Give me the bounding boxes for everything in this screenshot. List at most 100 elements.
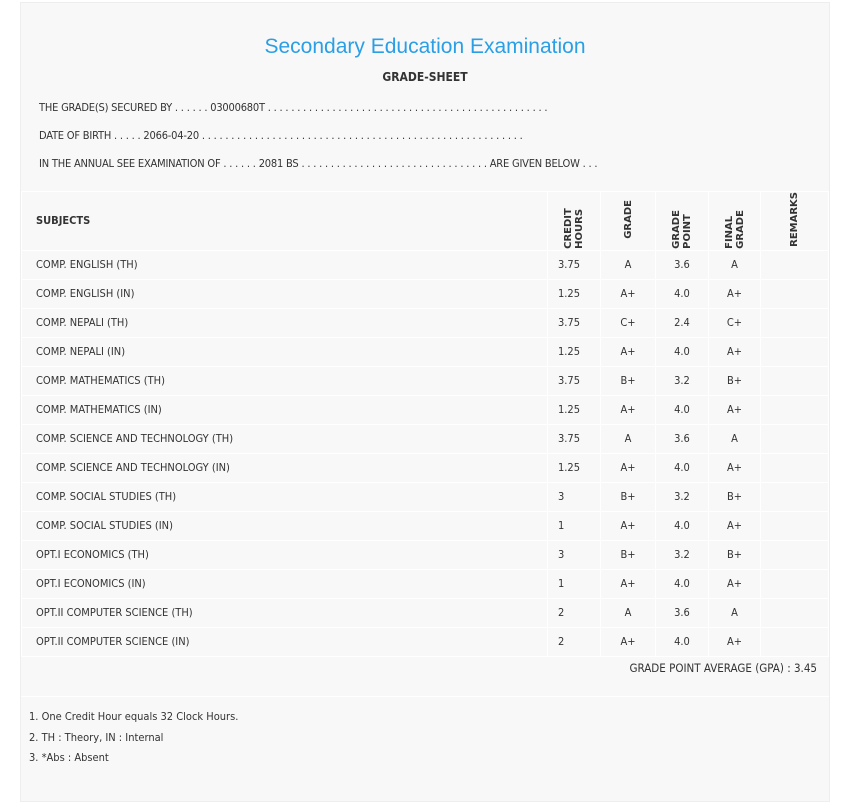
note: 3. *Abs : Absent: [29, 751, 109, 764]
col-subjects: SUBJECTS: [21, 191, 548, 251]
subject-cell: COMP. MATHEMATICS (IN): [21, 394, 548, 425]
remarks-cell: [760, 307, 829, 338]
remarks-cell: [760, 278, 829, 309]
final-grade-cell: A+: [708, 336, 761, 367]
credit-hours-cell: 3: [547, 539, 601, 570]
remarks-cell: [760, 394, 829, 425]
col-remarks: REMARKS: [760, 191, 829, 251]
subject-cell: COMP. MATHEMATICS (TH): [21, 365, 548, 396]
grade-point-cell: 4.0: [655, 278, 709, 309]
subject-cell: COMP. NEPALI (TH): [21, 307, 548, 338]
remarks-cell: [760, 597, 829, 628]
page-title: Secondary Education Examination: [264, 35, 586, 58]
grade-cell: B+: [600, 481, 656, 512]
grade-cell: A: [600, 249, 656, 280]
final-grade-cell: B+: [708, 365, 761, 396]
credit-hours-cell: 3.75: [547, 307, 601, 338]
remarks-cell: [760, 423, 829, 454]
grade-point-cell: 3.2: [655, 481, 709, 512]
grade-cell: A+: [600, 568, 656, 599]
credit-hours-cell: 3.75: [547, 423, 601, 454]
grade-point-cell: 3.6: [655, 249, 709, 280]
date-of-birth-line: DATE OF BIRTH . . . . . 2066-04-20 . . .…: [39, 129, 523, 142]
final-grade-cell: A+: [708, 568, 761, 599]
subject-cell: OPT.II COMPUTER SCIENCE (TH): [21, 597, 548, 628]
col-final-grade: FINAL GRADE: [708, 191, 761, 251]
grade-point-cell: 4.0: [655, 626, 709, 657]
credit-hours-cell: 1: [547, 568, 601, 599]
credit-hours-cell: 1: [547, 510, 601, 541]
final-grade-cell: A+: [708, 510, 761, 541]
table-row: COMP. NEPALI (TH) 3.75 C+ 2.4 C+: [21, 307, 829, 338]
remarks-cell: [760, 481, 829, 512]
final-grade-cell: A+: [708, 394, 761, 425]
page-subtitle: GRADE-SHEET: [382, 70, 468, 84]
grade-cell: B+: [600, 365, 656, 396]
grade-cell: A: [600, 423, 656, 454]
final-grade-cell: C+: [708, 307, 761, 338]
credit-hours-cell: 2: [547, 597, 601, 628]
final-grade-cell: A+: [708, 452, 761, 483]
credit-hours-cell: 3.75: [547, 365, 601, 396]
table-row: COMP. ENGLISH (IN) 1.25 A+ 4.0 A+: [21, 278, 829, 309]
final-grade-cell: A+: [708, 278, 761, 309]
final-grade-cell: B+: [708, 481, 761, 512]
grade-point-cell: 4.0: [655, 568, 709, 599]
table-row: COMP. SCIENCE AND TECHNOLOGY (IN) 1.25 A+ 4…: [21, 452, 829, 483]
grade-point-cell: 3.6: [655, 597, 709, 628]
grade-point-cell: 4.0: [655, 510, 709, 541]
grades-table: SUBJECTS CREDIT HOURS GRADE GRADE POINT …: [21, 191, 829, 657]
grade-cell: B+: [600, 539, 656, 570]
subject-cell: COMP. SCIENCE AND TECHNOLOGY (IN): [21, 452, 548, 483]
exam-line: IN THE ANNUAL SEE EXAMINATION OF . . . .…: [39, 157, 598, 170]
remarks-cell: [760, 568, 829, 599]
table-row: OPT.I ECONOMICS (IN) 1 A+ 4.0 A+: [21, 568, 829, 599]
grade-sheet: Secondary Education Examination GRADE-SH…: [20, 2, 830, 802]
gpa-value: GRADE POINT AVERAGE (GPA) : 3.45: [629, 661, 817, 675]
grade-point-cell: 3.2: [655, 365, 709, 396]
table-row: COMP. MATHEMATICS (TH) 3.75 B+ 3.2 B+: [21, 365, 829, 396]
grade-cell: A+: [600, 452, 656, 483]
col-credit-hours: CREDIT HOURS: [547, 191, 601, 251]
final-grade-cell: A: [708, 423, 761, 454]
subject-cell: OPT.I ECONOMICS (IN): [21, 568, 548, 599]
subject-cell: COMP. SCIENCE AND TECHNOLOGY (TH): [21, 423, 548, 454]
table-row: COMP. SCIENCE AND TECHNOLOGY (TH) 3.75 A 3.…: [21, 423, 829, 454]
remarks-cell: [760, 626, 829, 657]
final-grade-cell: A: [708, 597, 761, 628]
remarks-cell: [760, 249, 829, 280]
col-grade: GRADE: [600, 191, 656, 251]
grade-cell: A+: [600, 394, 656, 425]
final-grade-cell: A: [708, 249, 761, 280]
grade-point-cell: 4.0: [655, 394, 709, 425]
divider: [21, 696, 829, 697]
grade-point-cell: 3.2: [655, 539, 709, 570]
credit-hours-cell: 1.25: [547, 278, 601, 309]
credit-hours-cell: 1.25: [547, 336, 601, 367]
grade-point-cell: 4.0: [655, 452, 709, 483]
remarks-cell: [760, 539, 829, 570]
table-row: OPT.I ECONOMICS (TH) 3 B+ 3.2 B+: [21, 539, 829, 570]
table-row: OPT.II COMPUTER SCIENCE (IN) 2 A+ 4.0 A+: [21, 626, 829, 657]
remarks-cell: [760, 365, 829, 396]
final-grade-cell: B+: [708, 539, 761, 570]
credit-hours-cell: 1.25: [547, 394, 601, 425]
subject-cell: COMP. ENGLISH (IN): [21, 278, 548, 309]
remarks-cell: [760, 336, 829, 367]
table-row: COMP. MATHEMATICS (IN) 1.25 A+ 4.0 A+: [21, 394, 829, 425]
grade-cell: A: [600, 597, 656, 628]
final-grade-cell: A+: [708, 626, 761, 657]
credit-hours-cell: 3.75: [547, 249, 601, 280]
grade-cell: A+: [600, 626, 656, 657]
table-header: SUBJECTS CREDIT HOURS GRADE GRADE POINT …: [21, 191, 829, 251]
grade-point-cell: 4.0: [655, 336, 709, 367]
table-row: COMP. ENGLISH (TH) 3.75 A 3.6 A: [21, 249, 829, 280]
col-grade-point: GRADE POINT: [655, 191, 709, 251]
credit-hours-cell: 3: [547, 481, 601, 512]
credit-hours-cell: 1.25: [547, 452, 601, 483]
subject-cell: COMP. ENGLISH (TH): [21, 249, 548, 280]
remarks-cell: [760, 452, 829, 483]
subject-cell: COMP. SOCIAL STUDIES (IN): [21, 510, 548, 541]
grade-cell: A+: [600, 336, 656, 367]
grade-cell: A+: [600, 510, 656, 541]
